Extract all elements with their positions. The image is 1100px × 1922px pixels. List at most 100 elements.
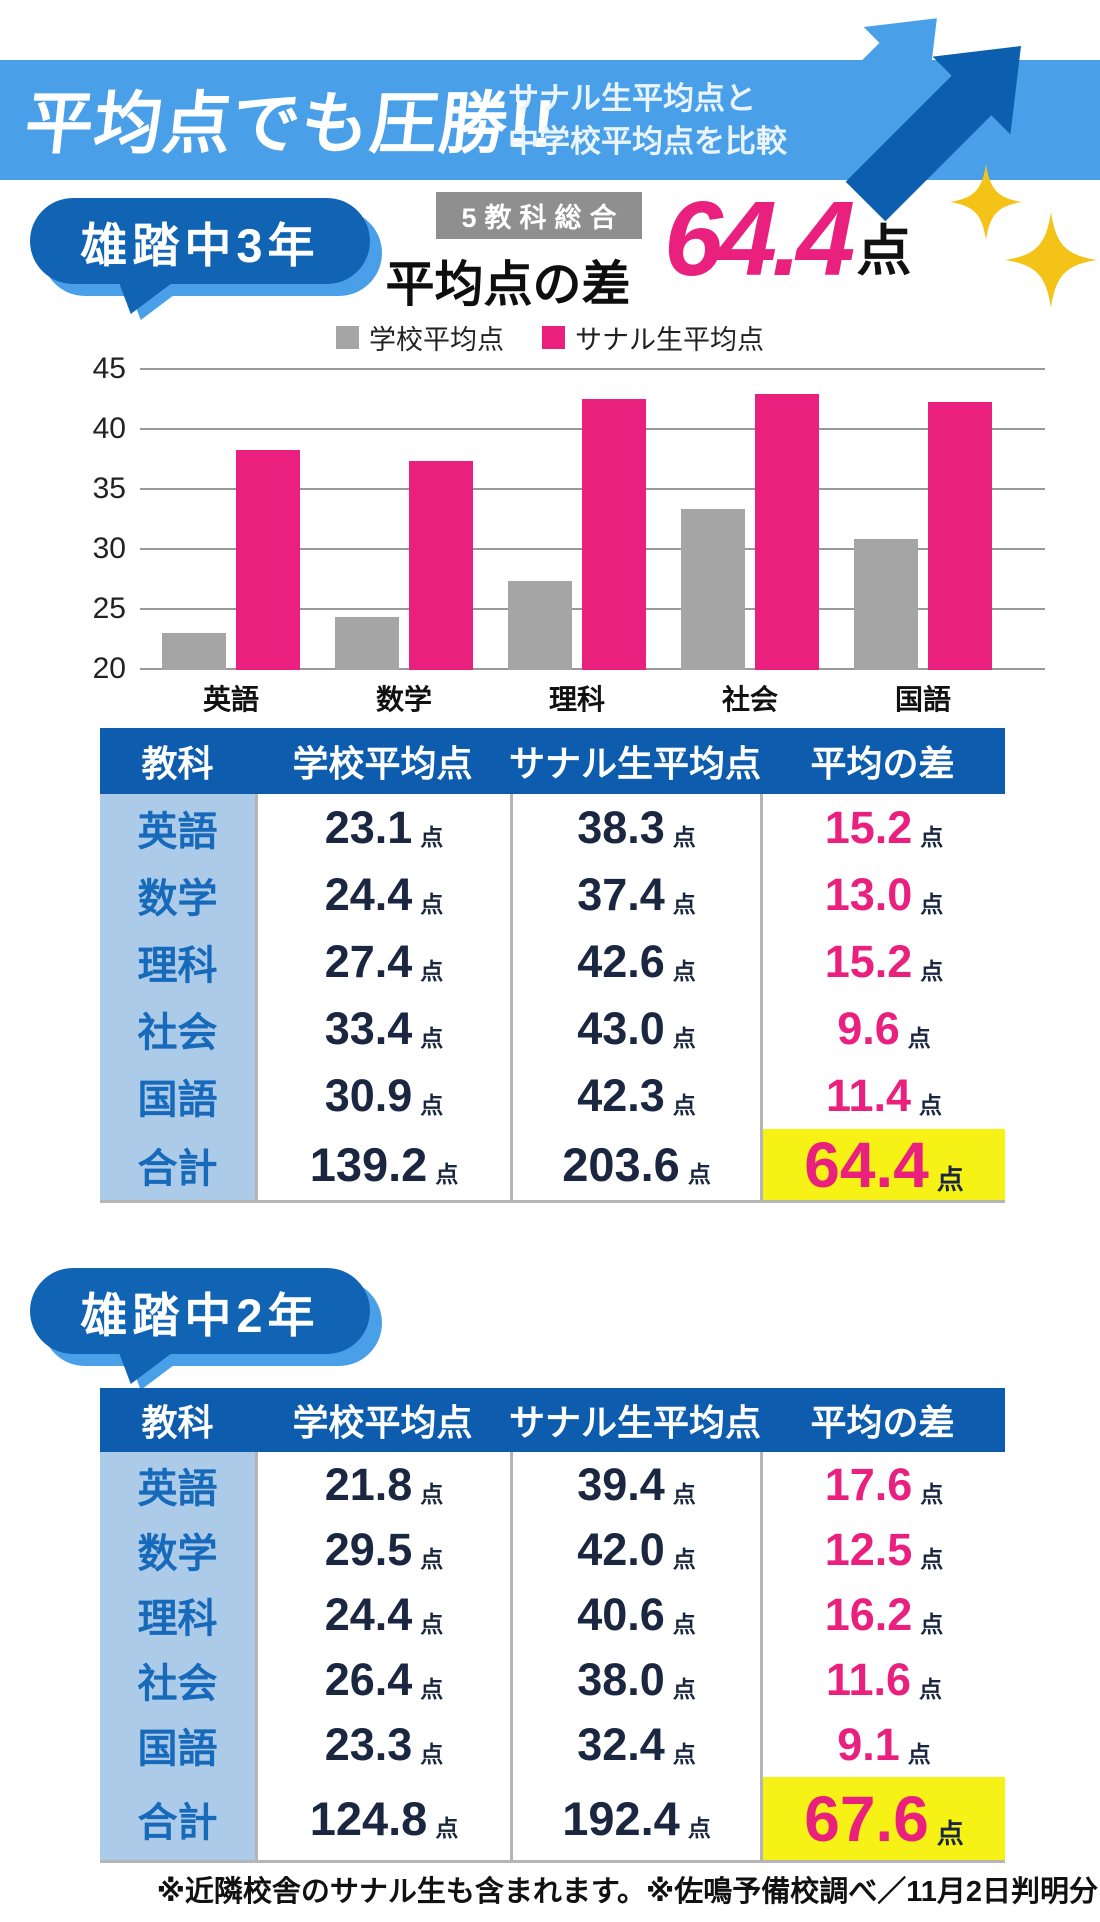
bar-sanaru-2 xyxy=(582,398,646,670)
legend-swatch-school xyxy=(336,326,359,349)
cell-school-avg-unit: 点 xyxy=(420,890,444,917)
cell-diff-unit: 点 xyxy=(919,1675,943,1702)
cell-sanaru-avg-unit: 点 xyxy=(672,890,696,917)
cell-subject: 理科 xyxy=(100,928,255,995)
badge-grade3: 雄踏中3年 xyxy=(30,198,370,284)
subject-count-tag: 5教科総合 xyxy=(436,192,642,239)
grid-line-45 xyxy=(140,368,1045,370)
cell-diff-unit: 点 xyxy=(920,1610,944,1637)
cell-school-avg-value: 24.4 xyxy=(324,1588,413,1640)
footnote: ※近隣校舎のサナル生も含まれます。※佐鳴予備校調べ／11月2日判明分 xyxy=(156,1876,1098,1908)
cell-diff-value: 67.6 xyxy=(804,1782,929,1855)
bar-sanaru-4 xyxy=(928,402,992,670)
cell-school-avg-unit: 点 xyxy=(435,1160,459,1187)
cell-diff: 9.1 点 xyxy=(760,1712,1005,1777)
cell-sanaru-avg-unit: 点 xyxy=(687,1814,711,1841)
table-row: 理科 27.4 点 42.6 点 15.2 点 xyxy=(100,928,1005,995)
cell-sanaru-avg: 42.6 点 xyxy=(510,928,760,995)
cell-school-avg-value: 33.4 xyxy=(324,1002,413,1054)
cell-school-avg-value: 27.4 xyxy=(324,935,413,987)
cell-subject: 社会 xyxy=(100,1647,255,1712)
cell-school-avg-unit: 点 xyxy=(420,1545,444,1572)
cell-subject: 数学 xyxy=(100,861,255,928)
cell-sanaru-avg-value: 32.4 xyxy=(577,1718,665,1770)
cell-diff-value: 15.2 xyxy=(824,935,913,987)
cell-diff-unit: 点 xyxy=(920,957,944,984)
cell-diff: 13.0 点 xyxy=(760,861,1005,928)
cell-diff: 12.5 点 xyxy=(760,1517,1005,1582)
cell-subject: 合計 xyxy=(100,1129,255,1200)
cell-school-avg-unit: 点 xyxy=(420,957,444,984)
cell-school-avg-unit: 点 xyxy=(435,1814,459,1841)
bar-chart: 20 25 30 35 40 45 英語 数学 理科 社会 国語 xyxy=(0,352,1100,716)
cell-sanaru-avg-unit: 点 xyxy=(672,1675,696,1702)
cell-school-avg: 23.1 点 xyxy=(255,794,510,861)
cell-sanaru-avg-unit: 点 xyxy=(672,1024,696,1051)
bar-school-1 xyxy=(335,617,399,670)
cell-school-avg: 124.8 点 xyxy=(255,1777,510,1860)
y-axis-label-35: 35 xyxy=(92,472,126,505)
y-axis-label-40: 40 xyxy=(92,412,126,445)
y-axis-label-20: 20 xyxy=(92,652,126,685)
cell-diff: 11.4 点 xyxy=(760,1062,1005,1129)
diff-unit: 点 xyxy=(856,220,912,282)
table-row: 英語 21.8 点 39.4 点 17.6 点 xyxy=(100,1452,1005,1517)
cell-sanaru-avg: 42.0 点 xyxy=(510,1517,760,1582)
banner-subtitle-line2: 中学校平均点を比較 xyxy=(508,123,787,159)
cell-sanaru-avg-unit: 点 xyxy=(672,1480,696,1507)
bar-school-2 xyxy=(508,581,572,670)
score-table-grade2: 教科 学校平均点 サナル生平均点 平均の差 英語 21.8 点 39.4 点 17.6 点数学 29.… xyxy=(100,1388,1005,1863)
cell-diff-value: 64.4 xyxy=(804,1128,929,1201)
cell-sanaru-avg: 38.0 点 xyxy=(510,1647,760,1712)
cell-diff: 64.4 点 xyxy=(760,1128,1005,1201)
legend-swatch-sanaru xyxy=(542,326,565,349)
cell-sanaru-avg-value: 38.3 xyxy=(577,801,665,853)
table-header-2: サナル生平均点 xyxy=(509,1402,762,1443)
cell-diff-unit: 点 xyxy=(907,1740,931,1767)
cell-sanaru-avg-value: 42.3 xyxy=(577,1069,665,1121)
cell-school-avg-unit: 点 xyxy=(420,1740,444,1767)
cell-diff: 11.6 点 xyxy=(760,1647,1005,1712)
cell-diff-value: 11.4 xyxy=(825,1069,912,1121)
cell-diff-unit: 点 xyxy=(936,1819,964,1849)
cell-diff-value: 12.5 xyxy=(824,1523,913,1575)
up-arrow-icon xyxy=(791,18,1021,222)
badge-grade3-label: 雄踏中3年 xyxy=(80,218,320,272)
cell-sanaru-avg-value: 38.0 xyxy=(577,1653,665,1705)
cell-diff-unit: 点 xyxy=(936,1165,964,1195)
cell-subject: 国語 xyxy=(100,1712,255,1777)
cell-sanaru-avg: 37.4 点 xyxy=(510,861,760,928)
cell-diff-unit: 点 xyxy=(920,890,944,917)
cell-sanaru-avg-value: 40.6 xyxy=(577,1588,665,1640)
sparkles-icon xyxy=(950,164,1097,308)
table-row: 理科 24.4 点 40.6 点 16.2 点 xyxy=(100,1582,1005,1647)
cell-diff-value: 11.6 xyxy=(825,1653,912,1705)
category-label-1: 数学 xyxy=(375,684,432,715)
cell-school-avg-value: 24.4 xyxy=(324,868,413,920)
cell-diff: 16.2 点 xyxy=(760,1582,1005,1647)
cell-subject: 英語 xyxy=(100,794,255,861)
cell-school-avg-value: 23.3 xyxy=(324,1718,413,1770)
table-header-3: 平均の差 xyxy=(810,743,955,784)
cell-school-avg-value: 23.1 xyxy=(324,801,413,853)
cell-diff: 15.2 点 xyxy=(760,928,1005,995)
cell-school-avg: 24.4 点 xyxy=(255,861,510,928)
table-row: 社会 26.4 点 38.0 点 11.6 点 xyxy=(100,1647,1005,1712)
cell-sanaru-avg: 32.4 点 xyxy=(510,1712,760,1777)
cell-diff: 9.6 点 xyxy=(760,995,1005,1062)
cell-school-avg-unit: 点 xyxy=(420,1675,444,1702)
chart-legend: 学校平均点 サナル生平均点 xyxy=(0,318,1100,357)
cell-sanaru-avg-value: 203.6 xyxy=(562,1138,680,1191)
cell-sanaru-avg-value: 42.0 xyxy=(577,1523,665,1575)
legend-item-sanaru: サナル生平均点 xyxy=(542,318,764,357)
cell-sanaru-avg: 192.4 点 xyxy=(510,1777,760,1860)
diff-label: 平均点の差 xyxy=(385,258,631,312)
cell-school-avg-unit: 点 xyxy=(420,1024,444,1051)
cell-sanaru-avg-value: 192.4 xyxy=(562,1792,680,1845)
cell-sanaru-avg: 42.3 点 xyxy=(510,1062,760,1129)
cell-school-avg: 139.2 点 xyxy=(255,1129,510,1200)
cell-subject: 理科 xyxy=(100,1582,255,1647)
score-table-grade3: 教科 学校平均点 サナル生平均点 平均の差 英語 23.1 点 38.3 点 15.2 点数学 24.… xyxy=(100,728,1005,1203)
cell-diff-value: 15.2 xyxy=(824,801,913,853)
bar-school-0 xyxy=(162,632,226,670)
